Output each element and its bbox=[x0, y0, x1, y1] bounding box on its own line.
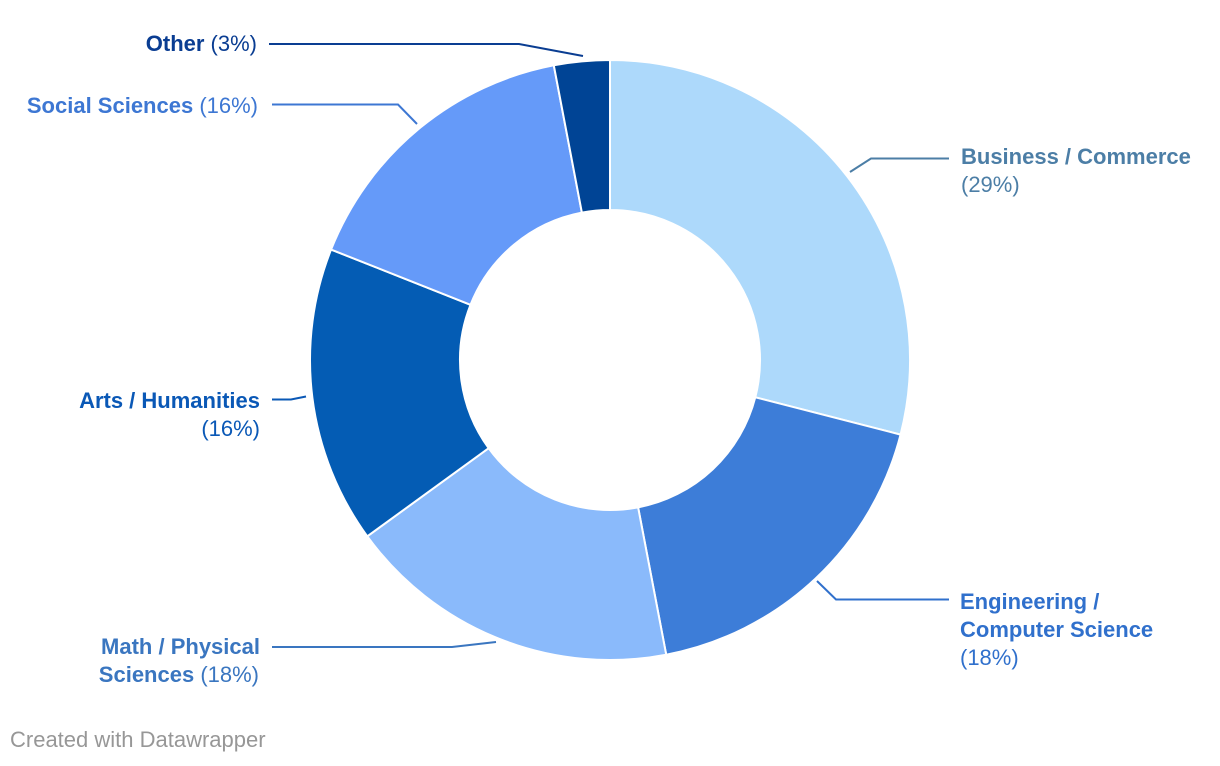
svg-text:Sciences (18%): Sciences (18%) bbox=[99, 662, 259, 687]
svg-text:(16%): (16%) bbox=[201, 416, 260, 441]
svg-text:Created with Datawrapper: Created with Datawrapper bbox=[10, 727, 266, 752]
svg-text:(29%): (29%) bbox=[961, 172, 1020, 197]
svg-text:Engineering /: Engineering / bbox=[960, 589, 1099, 614]
svg-text:Math / Physical: Math / Physical bbox=[101, 634, 260, 659]
svg-text:Social Sciences (16%): Social Sciences (16%) bbox=[27, 93, 258, 118]
svg-text:Business / Commerce: Business / Commerce bbox=[961, 144, 1191, 169]
svg-text:Arts / Humanities: Arts / Humanities bbox=[79, 388, 260, 413]
svg-text:Other (3%): Other (3%) bbox=[146, 31, 257, 56]
svg-text:Computer Science: Computer Science bbox=[960, 617, 1153, 642]
svg-text:(18%): (18%) bbox=[960, 645, 1019, 670]
